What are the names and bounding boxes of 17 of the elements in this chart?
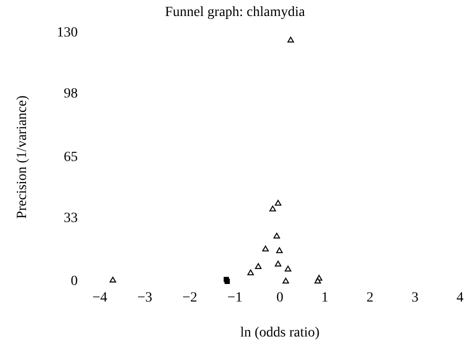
x-tick-label: 4 xyxy=(456,290,464,306)
x-tick-label: −2 xyxy=(182,290,198,306)
y-tick-label: 130 xyxy=(56,25,78,40)
x-tick-label: −3 xyxy=(137,290,152,306)
x-tick-label: 0 xyxy=(276,290,284,306)
y-tick-label: 33 xyxy=(64,210,78,226)
x-axis-title: ln (odds ratio) xyxy=(240,325,320,340)
x-tick-label: 3 xyxy=(411,290,418,306)
y-tick-label: 0 xyxy=(70,274,78,290)
y-tick-label: 98 xyxy=(64,86,78,102)
y-axis-title: Precision (1/variance) xyxy=(15,95,30,219)
x-tick-label: −4 xyxy=(92,290,108,306)
x-tick-label: −1 xyxy=(227,290,242,306)
chart-title: Funnel graph: chlamydia xyxy=(165,5,306,20)
y-tick-label: 65 xyxy=(64,150,78,165)
x-tick-label: 1 xyxy=(321,290,328,306)
x-tick-label: 2 xyxy=(366,290,374,306)
